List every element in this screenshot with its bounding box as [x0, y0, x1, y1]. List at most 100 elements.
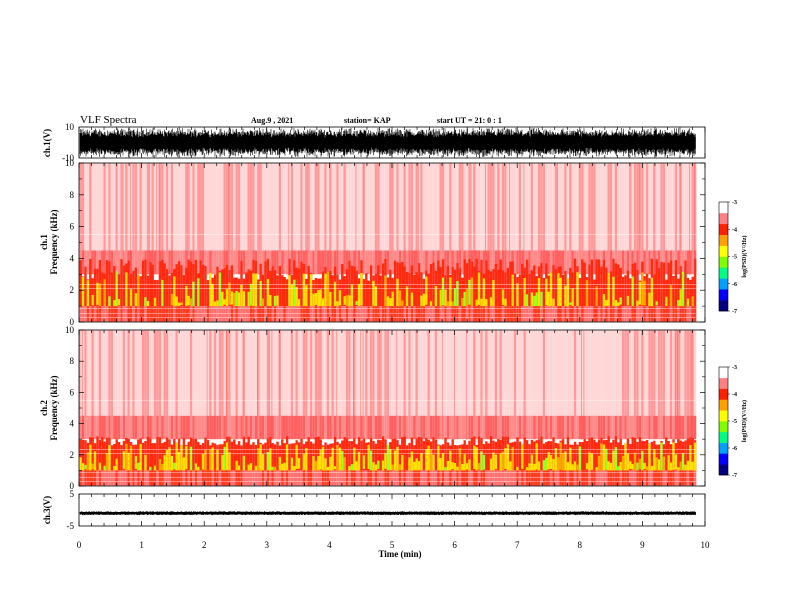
spectrogram-cell [247, 163, 250, 251]
spectrogram-cell [290, 284, 294, 311]
spectrogram-cell [636, 270, 639, 307]
spectrogram-cell [571, 444, 574, 471]
spectrogram-cell [561, 163, 565, 251]
spectrogram-cell [261, 330, 265, 417]
spectrogram-cell [199, 260, 202, 307]
spectrogram-cell [309, 274, 313, 309]
spectrogram-cell [233, 277, 236, 307]
spectrogram-cell [655, 259, 658, 307]
spectrogram-cell [511, 274, 514, 308]
spectrogram-cell [429, 250, 433, 275]
spectrogram-cell [446, 415, 450, 440]
spectrogram-cell [326, 163, 330, 251]
spectrogram-cell [425, 415, 428, 440]
spectrogram-cell [360, 415, 363, 440]
spectrogram-cell [456, 163, 459, 251]
colorbar-cell [719, 265, 728, 268]
spectrogram-cell [156, 437, 159, 471]
spectrogram-cell [84, 306, 87, 322]
spectrogram-cell [355, 250, 358, 275]
spectrogram-cell [533, 265, 536, 307]
spectrogram-cell [266, 279, 270, 308]
spectrogram-cell [559, 250, 562, 275]
spectrogram-cell [103, 306, 106, 322]
spectrogram-cell [91, 437, 94, 471]
spectrogram-cell [365, 470, 368, 486]
spectrogram-cell [254, 330, 258, 417]
spectrogram-cell [506, 163, 510, 251]
spectrogram-cell [199, 330, 202, 417]
spectrogram-cell [653, 448, 656, 474]
spectrogram-cell [477, 330, 481, 417]
spectrogram-cell [288, 415, 291, 440]
spectrogram-cell [336, 163, 339, 251]
spectrogram-cell [398, 444, 402, 471]
spectrogram-cell [139, 330, 142, 417]
spectrogram-cell [177, 163, 181, 251]
spectrogram-cell [441, 163, 445, 251]
spectrogram-cell [204, 250, 207, 275]
spectrogram-cell [513, 441, 517, 471]
spectrogram-cell [290, 457, 294, 472]
spectrogram-cell [223, 415, 226, 440]
spectrogram-cell [173, 306, 176, 322]
spectrogram-cell [177, 302, 181, 307]
spectrogram-cell [117, 442, 121, 471]
spectrogram-cell [245, 306, 248, 322]
spectrogram-cell [566, 470, 570, 486]
spectrogram-cell [216, 266, 219, 307]
colorbar-cell [719, 241, 728, 245]
spectrogram-cell [485, 330, 488, 417]
spectrogram-cell [233, 306, 236, 322]
spectrogram-cell [341, 470, 344, 486]
spectrogram-cell [297, 163, 301, 251]
spectrogram-cell [338, 250, 342, 275]
spectrogram-cell [377, 415, 380, 440]
spectrogram-cell [247, 269, 250, 307]
spectrogram-cell [593, 306, 596, 322]
spectrogram-cell [691, 276, 694, 307]
spectrogram-cell [187, 163, 190, 251]
ch2-spectrogram-xticks [78, 330, 706, 486]
spectrogram-cell [547, 275, 550, 307]
spectrogram-cell [362, 470, 366, 486]
spectrogram-cell [624, 470, 627, 486]
spectrogram-cell [132, 444, 135, 471]
spectrogram-cell [213, 301, 217, 309]
spectrogram-cell [581, 415, 584, 440]
spectrogram-cell [365, 442, 368, 471]
spectrogram-cell [211, 330, 214, 417]
spectrogram-cell [197, 441, 200, 471]
spectrogram-cell [384, 470, 387, 486]
spectrogram-cell [290, 306, 294, 322]
spectrogram-cell [509, 306, 512, 322]
spectrogram-cell [249, 462, 253, 473]
spectrogram-cell [122, 250, 126, 275]
spectrogram-cell [434, 330, 438, 417]
spectrogram-cell [566, 250, 570, 275]
spectrogram-cell [413, 415, 416, 440]
spectrogram-cell [645, 440, 649, 471]
spectrogram-cell [617, 250, 620, 275]
spectrogram-cell [581, 470, 584, 486]
spectrogram-cell [633, 163, 637, 251]
colorbar-cell [719, 430, 728, 433]
spectrogram-cell [209, 250, 212, 275]
spectrogram-cell [446, 470, 450, 486]
spectrogram-cell [468, 440, 471, 471]
spectrogram-cell [240, 163, 243, 251]
spectrogram-cell [513, 470, 517, 486]
spectrogram-cell [643, 280, 646, 306]
spectrogram-cell [264, 470, 267, 486]
spectrogram-cell [456, 330, 459, 417]
spectrogram-cell [482, 454, 486, 470]
spectrogram-cell [590, 330, 594, 417]
spectrogram-cell [151, 330, 154, 417]
spectrogram-streak [509, 163, 510, 275]
spectrogram-cell [213, 330, 217, 417]
spectrogram-cell [600, 470, 603, 486]
spectrogram-cell [362, 163, 366, 251]
spectrogram-cell [218, 444, 222, 471]
spectrogram-cell [621, 415, 625, 440]
spectrogram-cell [381, 470, 385, 486]
